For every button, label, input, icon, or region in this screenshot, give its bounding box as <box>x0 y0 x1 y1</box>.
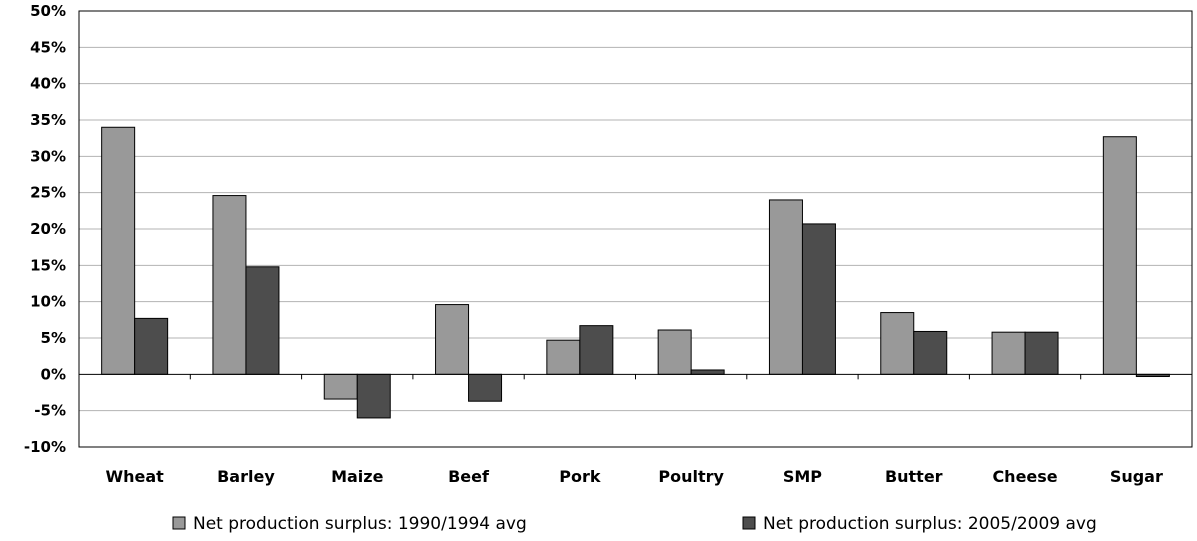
bar-series2-maize <box>356 373 391 419</box>
x-tick-label: SMP <box>783 467 822 486</box>
y-tick-label: 35% <box>30 111 66 129</box>
x-tick-label: Beef <box>448 467 490 486</box>
bar-series1-butter <box>880 312 915 375</box>
plot-area-border <box>78 10 1193 448</box>
axes <box>78 10 1193 448</box>
bar-series1-beef <box>435 304 470 375</box>
bar-series2-poultry <box>690 369 725 375</box>
x-tick-label: Butter <box>885 467 943 486</box>
y-axis-tick-labels: -10% -5% 0% 5% 10% 15% 20% 25% 30% 35% 40% 45% 50% <box>24 2 66 456</box>
x-tick-label: Pork <box>559 467 601 486</box>
bar-series2-butter <box>913 330 948 375</box>
x-tick-label: Poultry <box>658 467 724 486</box>
bar-series2-smp <box>801 223 836 375</box>
y-tick-label: 15% <box>30 256 66 274</box>
x-tick-label: Maize <box>331 467 384 486</box>
y-tick-label: 25% <box>30 184 66 202</box>
y-tick-label: -5% <box>34 402 66 420</box>
x-tick-label: Barley <box>217 467 275 486</box>
y-tick-label: 45% <box>30 38 66 56</box>
legend-swatch-series1 <box>172 516 186 530</box>
y-tick-label: 30% <box>30 147 66 165</box>
bar-series2-cheese <box>1024 331 1059 375</box>
bars <box>101 126 1170 419</box>
bar-series1-sugar <box>1102 136 1137 375</box>
bar-series1-maize <box>323 373 358 400</box>
bar-series2-beef <box>468 373 503 402</box>
y-tick-label: 40% <box>30 75 66 93</box>
bar-series1-smp <box>768 199 803 375</box>
bar-series1-wheat <box>101 126 136 375</box>
bar-series1-poultry <box>657 329 692 375</box>
y-tick-label: 5% <box>41 329 66 347</box>
bar-series2-pork <box>579 325 614 375</box>
bar-series2-wheat <box>134 317 169 375</box>
bar-series1-pork <box>546 339 581 375</box>
legend-swatch-series2 <box>742 516 756 530</box>
y-tick-label: 50% <box>30 2 66 20</box>
legend-label-series2: Net production surplus: 2005/2009 avg <box>763 514 1097 534</box>
bar-series1-cheese <box>991 331 1026 375</box>
bar-series1-barley <box>212 195 247 375</box>
x-tick-label: Wheat <box>105 467 164 486</box>
y-tick-label: 20% <box>30 220 66 238</box>
x-tick-label: Cheese <box>992 467 1057 486</box>
y-tick-label: 0% <box>41 365 66 383</box>
bar-series2-barley <box>245 266 280 375</box>
x-axis-tick-labels: Wheat Barley Maize Beef Pork Poultry SMP Butter… <box>105 467 1163 486</box>
legend: Net production surplus: 1990/1994 avg Net… <box>172 514 1097 534</box>
x-tick-label: Sugar <box>1110 467 1163 486</box>
legend-label-series1: Net production surplus: 1990/1994 avg <box>193 514 527 534</box>
y-tick-label: -10% <box>24 438 66 456</box>
y-tick-label: 10% <box>30 293 66 311</box>
